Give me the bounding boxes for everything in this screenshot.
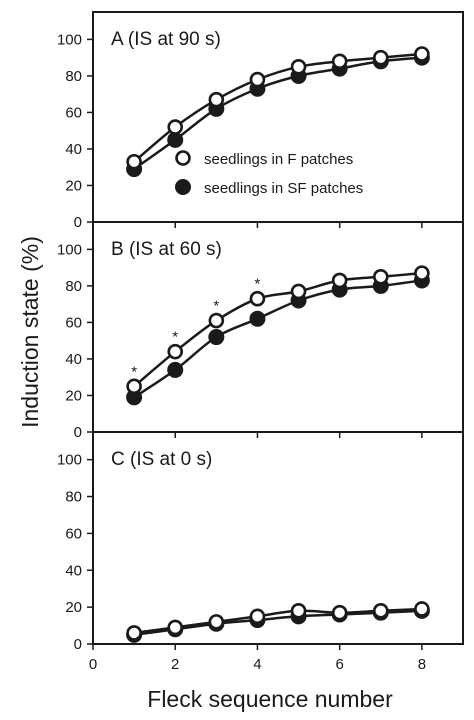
panel-a-point-f [208,91,225,108]
panel-c-y-tick-label: 60 [65,525,82,542]
panel-c-y-tick-label: 100 [57,452,82,469]
panel-b-point-f [208,312,225,329]
panel-c-point-f [331,604,348,621]
x-tick-label: 6 [335,656,343,673]
panel-a-y-tick-label: 100 [57,31,82,48]
panel-a-point-f [290,58,307,75]
panel-a-point-f [249,71,266,88]
panel-b-y-tick-label: 80 [65,278,82,295]
panel-c-point-f [167,619,184,636]
legend-marker-sf [175,179,191,195]
panel-b-significance-mark: * [213,298,219,315]
panel-b-point-f [249,290,266,307]
panel-b-point-f [331,272,348,289]
panel-b-title: B (IS at 60 s) [111,239,222,260]
panel-a-point-f [167,119,184,135]
panel-b-point-sf [167,361,184,378]
x-tick-label: 8 [418,656,426,673]
legend-label-sf: seedlings in SF patches [204,180,363,197]
panel-b-significance-mark: * [131,363,137,380]
panel-c-point-f [208,614,225,630]
panel-c-point-f [414,601,430,617]
panel-a-point-f [331,53,348,70]
panel-b-y-tick-label: 100 [57,241,82,258]
panel-b-significance-mark: * [172,329,178,346]
panel-b-significance-mark: * [255,276,261,293]
panel-a-point-f [126,153,142,170]
panel-b-point-sf [208,329,225,346]
y-axis-title: Induction state (%) [17,236,43,428]
panel-a-y-tick-label: 60 [65,104,82,121]
points-layer [126,46,430,643]
panel-a-y-tick-label: 80 [65,68,82,85]
x-tick-label: 2 [171,656,179,673]
panel-c-y-tick-label: 20 [65,599,82,616]
panel-c-y-tick-label: 80 [65,489,82,506]
panel-b-point-f [167,343,184,360]
panel-c-frame [92,431,464,645]
panel-b-y-tick-label: 60 [65,314,82,331]
panel-a-point-f [372,49,389,66]
panel-b-point-sf [249,310,266,327]
legend-label-f: seedlings in F patches [204,151,353,168]
panel-b-point-f [372,268,389,285]
panel-a-y-tick-label: 40 [65,141,82,158]
panel-b-y-tick-label: 40 [65,351,82,368]
panel-a-title: A (IS at 90 s) [111,29,221,50]
panel-c-y-tick-label: 40 [65,562,82,579]
panel-a-y-tick-label: 20 [65,177,82,194]
panel-a-point-f [414,46,430,62]
panel-b-point-f [290,283,307,300]
axes-layer [87,11,464,650]
panel-b-point-f [414,265,430,281]
panel-c-point-f [249,608,266,625]
panel-a-y-tick-label: 0 [74,214,82,231]
panel-c-point-f [290,603,307,619]
panel-c-y-tick-label: 0 [74,636,82,653]
panel-b-y-tick-label: 0 [74,424,82,441]
x-axis-title: Fleck sequence number [147,686,393,712]
panel-b-y-tick-label: 20 [65,387,82,404]
panel-c-title: C (IS at 0 s) [111,449,212,470]
x-tick-label: 0 [89,656,97,673]
panel-c-point-f [126,625,142,641]
panel-c-point-f [372,603,389,619]
panel-b-point-f [126,378,142,395]
x-tick-label: 4 [253,656,261,673]
legend-marker-f [175,150,191,166]
